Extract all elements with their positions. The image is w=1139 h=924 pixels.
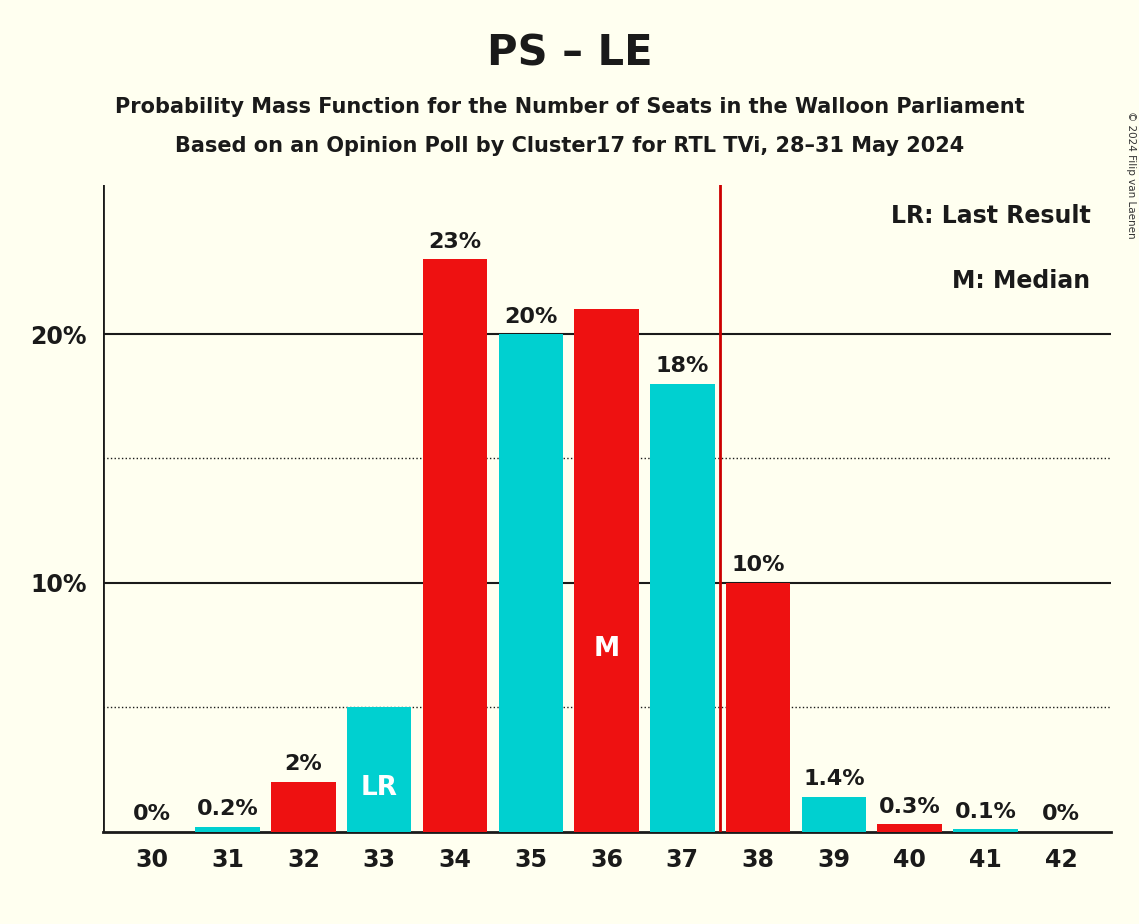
Text: LR: LR [361, 775, 398, 801]
Text: M: Median: M: Median [952, 269, 1090, 293]
Text: 0%: 0% [133, 804, 171, 824]
Text: 1.4%: 1.4% [803, 770, 865, 789]
Bar [802, 796, 866, 832]
Bar [347, 707, 411, 832]
Text: PS – LE: PS – LE [486, 32, 653, 74]
Bar [877, 824, 942, 832]
Bar [953, 829, 1017, 832]
Text: Probability Mass Function for the Number of Seats in the Walloon Parliament: Probability Mass Function for the Number… [115, 97, 1024, 117]
Text: 18%: 18% [656, 357, 708, 376]
Bar [574, 310, 639, 832]
Text: 0.1%: 0.1% [954, 802, 1016, 821]
Bar [196, 827, 260, 832]
Bar [423, 260, 487, 832]
Text: 0%: 0% [1042, 804, 1080, 824]
Text: LR: Last Result: LR: Last Result [891, 204, 1090, 228]
Text: 0.3%: 0.3% [879, 796, 941, 817]
Text: M: M [593, 636, 620, 662]
Bar [726, 583, 790, 832]
Bar [499, 334, 563, 832]
Bar [271, 782, 336, 832]
Text: Based on an Opinion Poll by Cluster17 for RTL TVi, 28–31 May 2024: Based on an Opinion Poll by Cluster17 fo… [175, 136, 964, 156]
Text: © 2024 Filip van Laenen: © 2024 Filip van Laenen [1126, 111, 1136, 238]
Text: 10%: 10% [731, 555, 785, 576]
Text: 0.2%: 0.2% [197, 799, 259, 820]
Text: 20%: 20% [505, 307, 557, 326]
Text: 2%: 2% [285, 754, 322, 774]
Text: 23%: 23% [428, 232, 482, 252]
Bar [650, 383, 714, 832]
